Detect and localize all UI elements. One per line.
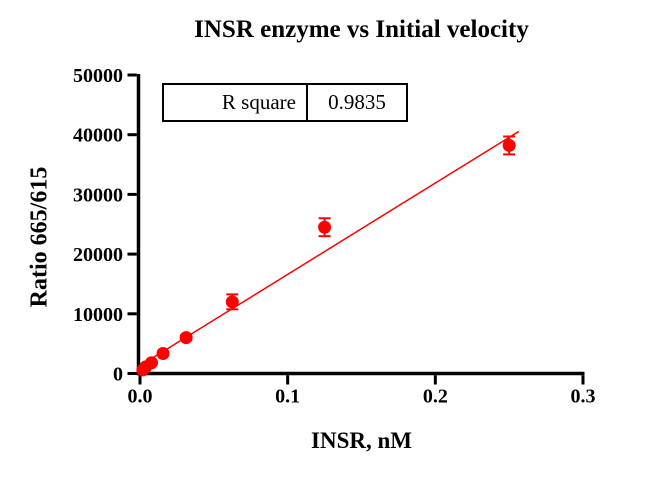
data-point — [145, 356, 159, 370]
x-tick-label: 0.1 — [275, 386, 300, 408]
fit-line — [142, 130, 520, 365]
r-square-table: R square 0.9835 — [162, 83, 408, 122]
y-tick-label: 20000 — [73, 244, 123, 266]
data-point — [156, 347, 170, 361]
y-axis-title: Ratio 665/615 — [26, 166, 53, 308]
y-tick-label: 0 — [113, 364, 123, 386]
x-tick-label: 0.0 — [128, 386, 153, 408]
x-tick-label: 0.2 — [423, 386, 448, 408]
y-tick-label: 50000 — [73, 65, 123, 87]
r-square-label: R square — [164, 85, 308, 120]
r-square-value: 0.9835 — [328, 90, 386, 114]
y-tick-label: 30000 — [73, 184, 123, 206]
chart-title: INSR enzyme vs Initial velocity — [194, 16, 529, 43]
y-tick-label: 10000 — [73, 304, 123, 326]
data-point — [225, 295, 239, 309]
x-axis-title: INSR, nM — [311, 428, 412, 453]
y-tick-label: 40000 — [73, 125, 123, 147]
data-point — [318, 220, 332, 234]
data-point — [179, 331, 193, 345]
x-tick-label: 0.3 — [571, 386, 596, 408]
data-point — [502, 138, 516, 152]
